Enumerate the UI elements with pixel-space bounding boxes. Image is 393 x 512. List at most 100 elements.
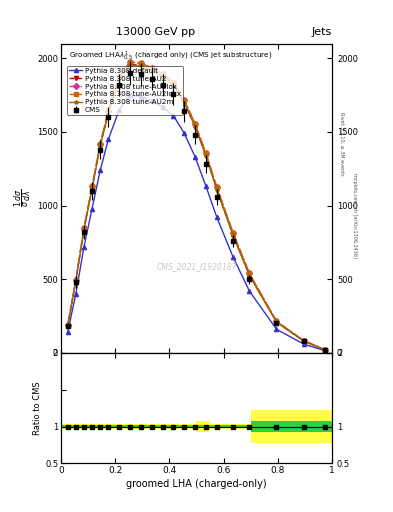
Pythia 8.308 default (247, 288, 252, 294)
Pythia 8.308 tune-AU2loxx (82, 225, 86, 231)
Line: Pythia 8.308 tune-AU2: Pythia 8.308 tune-AU2 (66, 62, 327, 352)
Pythia 8.308 tune-AU2loxx (73, 277, 78, 283)
Pythia 8.308 tune-AU2lox (274, 318, 279, 324)
Pythia 8.308 default (160, 104, 165, 110)
Pythia 8.308 tune-AU2loxx (323, 347, 328, 353)
Text: mcplots.cern.ch [arXiv:1306.3436]: mcplots.cern.ch [arXiv:1306.3436] (352, 173, 357, 258)
Pythia 8.308 tune-AU2 (73, 278, 78, 284)
Pythia 8.308 tune-AU2lox (90, 183, 94, 189)
Pythia 8.308 tune-AU2m (215, 187, 219, 193)
Text: 13000 GeV pp: 13000 GeV pp (116, 27, 195, 37)
Pythia 8.308 default (323, 348, 328, 354)
Pythia 8.308 tune-AU2 (204, 153, 208, 159)
Pythia 8.308 default (274, 326, 279, 332)
Pythia 8.308 tune-AU2 (215, 186, 219, 193)
Pythia 8.308 tune-AU2lox (106, 108, 111, 114)
Pythia 8.308 tune-AU2lox (73, 277, 78, 283)
Line: Pythia 8.308 tune-AU2m: Pythia 8.308 tune-AU2m (66, 63, 327, 352)
Pythia 8.308 tune-AU2lox (149, 65, 154, 71)
Pythia 8.308 tune-AU2loxx (160, 71, 165, 77)
Pythia 8.308 tune-AU2m (182, 100, 187, 106)
Pythia 8.308 tune-AU2m (204, 153, 208, 159)
Pythia 8.308 tune-AU2lox (193, 121, 198, 127)
Pythia 8.308 tune-AU2m (117, 76, 121, 82)
Pythia 8.308 tune-AU2loxx (182, 97, 187, 103)
Pythia 8.308 tune-AU2m (247, 272, 252, 279)
Pythia 8.308 tune-AU2m (193, 124, 198, 130)
Pythia 8.308 tune-AU2m (149, 68, 154, 74)
Pythia 8.308 default (73, 291, 78, 297)
Text: Jets: Jets (312, 27, 332, 37)
Y-axis label: $\frac{1}{\sigma}\frac{d\sigma}{d\lambda}$: $\frac{1}{\sigma}\frac{d\sigma}{d\lambda… (13, 189, 34, 207)
Pythia 8.308 tune-AU2m (90, 185, 94, 191)
Pythia 8.308 tune-AU2m (274, 319, 279, 325)
Pythia 8.308 default (65, 329, 70, 335)
Pythia 8.308 tune-AU2loxx (117, 74, 121, 80)
Pythia 8.308 tune-AU2 (98, 142, 103, 148)
Pythia 8.308 default (182, 131, 187, 137)
Pythia 8.308 tune-AU2lox (139, 60, 143, 67)
Pythia 8.308 tune-AU2loxx (274, 318, 279, 324)
Text: CMS_2021_I1920187: CMS_2021_I1920187 (156, 262, 237, 271)
Pythia 8.308 tune-AU2 (117, 76, 121, 82)
Pythia 8.308 tune-AU2loxx (139, 60, 143, 67)
Pythia 8.308 default (193, 154, 198, 160)
Pythia 8.308 tune-AU2m (301, 338, 306, 344)
Y-axis label: Ratio to CMS: Ratio to CMS (33, 381, 42, 435)
Pythia 8.308 tune-AU2m (171, 82, 176, 89)
Pythia 8.308 default (204, 183, 208, 189)
Pythia 8.308 default (98, 167, 103, 173)
Pythia 8.308 tune-AU2loxx (231, 230, 235, 236)
Pythia 8.308 tune-AU2loxx (106, 108, 111, 114)
Pythia 8.308 tune-AU2m (139, 63, 143, 70)
Pythia 8.308 tune-AU2loxx (247, 270, 252, 276)
Line: Pythia 8.308 default: Pythia 8.308 default (66, 93, 327, 353)
Pythia 8.308 tune-AU2lox (82, 225, 86, 231)
Pythia 8.308 tune-AU2loxx (301, 337, 306, 344)
Pythia 8.308 tune-AU2m (73, 278, 78, 284)
Pythia 8.308 tune-AU2lox (65, 322, 70, 328)
Pythia 8.308 tune-AU2 (231, 232, 235, 238)
Pythia 8.308 tune-AU2 (149, 67, 154, 73)
Pythia 8.308 tune-AU2 (247, 272, 252, 278)
Pythia 8.308 tune-AU2m (323, 347, 328, 353)
Pythia 8.308 tune-AU2loxx (204, 150, 208, 156)
Pythia 8.308 tune-AU2loxx (171, 79, 176, 86)
Text: Rivet 3.1.10, ≥ 3M events: Rivet 3.1.10, ≥ 3M events (339, 112, 344, 175)
Pythia 8.308 tune-AU2m (106, 111, 111, 117)
Pythia 8.308 tune-AU2m (65, 323, 70, 329)
Pythia 8.308 default (128, 92, 132, 98)
Pythia 8.308 tune-AU2m (128, 62, 132, 68)
Pythia 8.308 tune-AU2lox (231, 230, 235, 236)
Pythia 8.308 tune-AU2loxx (98, 141, 103, 147)
Pythia 8.308 tune-AU2 (82, 226, 86, 232)
Pythia 8.308 default (139, 94, 143, 100)
Text: Groomed LHA$\lambda^{1}_{0.5}$ (charged only) (CMS jet substructure): Groomed LHA$\lambda^{1}_{0.5}$ (charged … (69, 50, 272, 63)
Pythia 8.308 tune-AU2 (301, 338, 306, 344)
Pythia 8.308 tune-AU2lox (128, 59, 132, 65)
X-axis label: groomed LHA (charged-only): groomed LHA (charged-only) (126, 479, 267, 489)
Pythia 8.308 tune-AU2loxx (149, 65, 154, 71)
Pythia 8.308 tune-AU2loxx (193, 121, 198, 127)
Pythia 8.308 tune-AU2loxx (90, 183, 94, 189)
Pythia 8.308 tune-AU2lox (160, 71, 165, 77)
Pythia 8.308 tune-AU2loxx (215, 184, 219, 190)
Line: Pythia 8.308 tune-AU2lox: Pythia 8.308 tune-AU2lox (66, 60, 327, 352)
Pythia 8.308 tune-AU2lox (215, 184, 219, 190)
Pythia 8.308 tune-AU2 (274, 319, 279, 325)
Pythia 8.308 default (171, 113, 176, 119)
Pythia 8.308 tune-AU2loxx (65, 322, 70, 328)
Pythia 8.308 default (117, 106, 121, 113)
Pythia 8.308 tune-AU2lox (323, 347, 328, 353)
Legend: Pythia 8.308 default, Pythia 8.308 tune-AU2, Pythia 8.308 tune-AU2lox, Pythia 8.: Pythia 8.308 default, Pythia 8.308 tune-… (67, 66, 183, 115)
Pythia 8.308 tune-AU2 (193, 123, 198, 129)
Pythia 8.308 tune-AU2 (90, 185, 94, 191)
Pythia 8.308 tune-AU2lox (204, 150, 208, 156)
Pythia 8.308 tune-AU2m (231, 232, 235, 239)
Pythia 8.308 tune-AU2lox (98, 141, 103, 147)
Pythia 8.308 default (215, 215, 219, 221)
Pythia 8.308 default (82, 244, 86, 250)
Pythia 8.308 tune-AU2m (82, 227, 86, 233)
Pythia 8.308 tune-AU2m (98, 143, 103, 149)
Pythia 8.308 tune-AU2 (182, 99, 187, 105)
